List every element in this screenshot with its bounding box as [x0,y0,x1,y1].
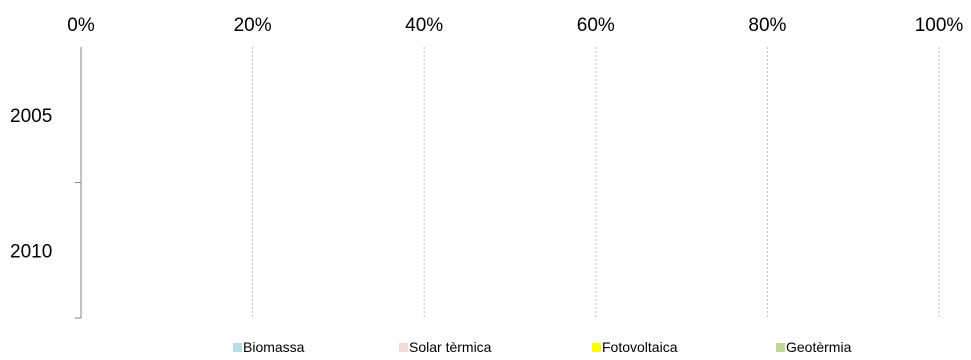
legend-swatch [233,343,242,352]
legend-label: Geotèrmia [786,339,852,355]
legend-swatch [399,343,408,352]
x-tick-label: 100% [915,15,964,36]
y-tick-label: 2010 [10,241,52,262]
legend-swatch [592,343,601,352]
x-tick-label: 60% [577,15,615,36]
legend-label: Biomassa [243,339,305,355]
x-tick-label: 0% [67,15,95,36]
x-tick-label: 40% [405,15,443,36]
legend-label: Solar tèrmica [409,339,492,355]
y-tick-label: 2005 [10,106,52,127]
legend-label: Fotovoltaica [602,339,678,355]
x-tick-label: 20% [234,15,272,36]
legend-swatch [776,343,785,352]
x-tick-label: 80% [748,15,786,36]
